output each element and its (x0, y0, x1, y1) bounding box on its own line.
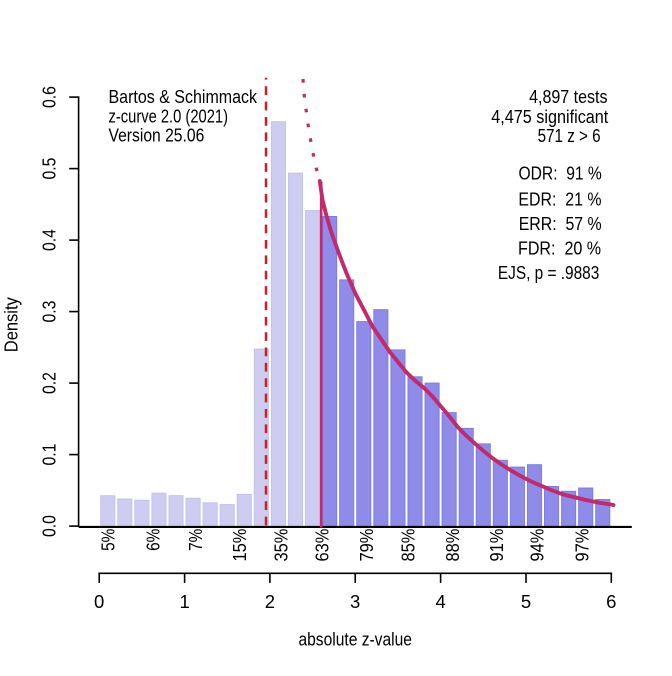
svg-text:0.2: 0.2 (38, 372, 59, 394)
svg-text:3: 3 (350, 591, 360, 612)
svg-text:4: 4 (435, 591, 445, 612)
svg-text:571 z > 6: 571 z > 6 (538, 125, 601, 146)
svg-text:2: 2 (265, 591, 275, 612)
svg-text:0.1: 0.1 (38, 444, 59, 466)
svg-text:ERR: 57 %: ERR: 57 % (519, 213, 602, 234)
svg-text:97%: 97% (572, 529, 593, 562)
svg-text:5%: 5% (97, 529, 118, 551)
svg-text:EJS, p = .9883: EJS, p = .9883 (498, 262, 599, 283)
svg-text:Version 25.06: Version 25.06 (109, 125, 205, 146)
svg-text:63%: 63% (312, 529, 333, 562)
svg-text:0: 0 (94, 591, 104, 612)
svg-text:0.6: 0.6 (38, 86, 59, 108)
svg-text:35%: 35% (270, 529, 291, 562)
svg-text:94%: 94% (527, 529, 548, 562)
svg-text:absolute z-value: absolute z-value (298, 629, 412, 650)
svg-text:1: 1 (179, 591, 189, 612)
svg-text:6: 6 (606, 591, 616, 612)
svg-text:z-curve 2.0 (2021): z-curve 2.0 (2021) (109, 105, 229, 126)
svg-text:4,475 significant: 4,475 significant (491, 106, 608, 127)
svg-text:4,897 tests: 4,897 tests (529, 86, 607, 107)
svg-text:91%: 91% (486, 529, 507, 562)
svg-text:0.0: 0.0 (38, 515, 59, 537)
svg-text:0.4: 0.4 (38, 229, 59, 251)
svg-text:6%: 6% (143, 529, 164, 551)
svg-text:EDR: 21 %: EDR: 21 % (518, 188, 601, 209)
svg-text:Density: Density (1, 297, 22, 353)
svg-text:85%: 85% (398, 529, 419, 562)
svg-text:Bartos & Schimmack: Bartos & Schimmack (109, 86, 258, 107)
svg-text:79%: 79% (356, 529, 377, 562)
svg-text:0.5: 0.5 (38, 158, 59, 180)
svg-text:88%: 88% (442, 529, 463, 562)
svg-text:7%: 7% (185, 529, 206, 551)
svg-text:15%: 15% (229, 529, 250, 562)
svg-text:ODR: 91 %: ODR: 91 % (519, 162, 602, 183)
svg-text:5: 5 (521, 591, 531, 612)
svg-text:0.3: 0.3 (38, 301, 59, 323)
svg-text:FDR: 20 %: FDR: 20 % (518, 238, 601, 259)
